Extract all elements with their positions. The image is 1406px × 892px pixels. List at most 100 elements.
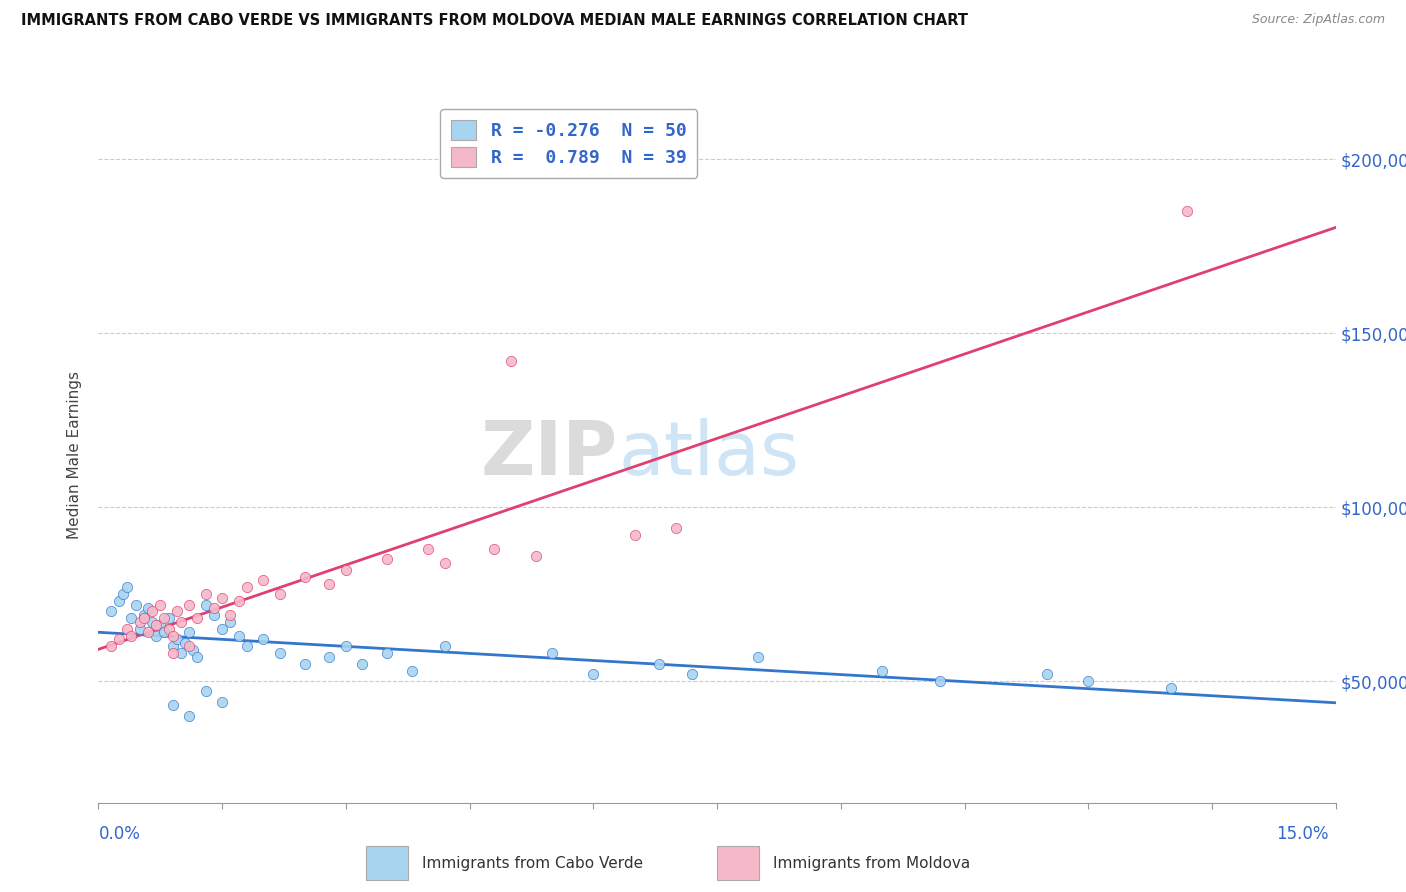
Point (219, 607, 242, 622)
Point (157, 611, 180, 625)
Point (401, 664, 423, 678)
Point (352, 657, 374, 671)
Bar (717, 846, 759, 880)
Point (484, 541, 506, 556)
Point (294, 570, 316, 584)
Point (375, 646, 398, 660)
Point (623, 528, 645, 542)
Point (128, 622, 150, 636)
Text: Immigrants from Cabo Verde: Immigrants from Cabo Verde (422, 855, 643, 871)
Point (179, 625, 201, 640)
Text: atlas: atlas (619, 418, 799, 491)
Point (252, 573, 274, 587)
Point (170, 615, 193, 629)
Point (179, 639, 201, 653)
Point (181, 642, 204, 657)
Point (1175, 204, 1198, 219)
Point (335, 563, 357, 577)
Point (117, 580, 139, 594)
Point (149, 618, 172, 632)
Text: Source: ZipAtlas.com: Source: ZipAtlas.com (1251, 13, 1385, 27)
Point (186, 649, 208, 664)
Point (145, 618, 167, 632)
Point (145, 629, 167, 643)
Point (418, 541, 440, 556)
Point (162, 646, 184, 660)
Point (166, 605, 188, 619)
Point (179, 598, 201, 612)
Point (211, 695, 233, 709)
Point (124, 598, 146, 612)
Point (132, 611, 155, 625)
Point (269, 646, 291, 660)
Point (128, 615, 150, 629)
Point (648, 657, 671, 671)
Point (524, 549, 547, 563)
Point (108, 594, 131, 608)
Text: ZIP: ZIP (481, 418, 619, 491)
Point (236, 639, 259, 653)
Legend: R = -0.276  N = 50, R =  0.789  N = 39: R = -0.276 N = 50, R = 0.789 N = 39 (440, 109, 697, 178)
Point (100, 605, 122, 619)
Point (375, 552, 398, 566)
Point (166, 632, 188, 647)
Point (149, 598, 172, 612)
Text: Immigrants from Moldova: Immigrants from Moldova (773, 855, 970, 871)
Point (433, 556, 456, 570)
Point (120, 611, 142, 625)
Point (202, 601, 225, 615)
Point (136, 625, 159, 640)
Text: 15.0%: 15.0% (1277, 825, 1329, 843)
Point (186, 611, 208, 625)
Point (162, 698, 184, 713)
Point (1160, 681, 1182, 695)
Point (112, 587, 135, 601)
Point (582, 667, 605, 681)
Point (318, 576, 340, 591)
Point (153, 625, 176, 640)
Point (228, 629, 250, 643)
Point (153, 611, 176, 625)
Point (202, 607, 225, 622)
Point (541, 646, 564, 660)
Text: IMMIGRANTS FROM CABO VERDE VS IMMIGRANTS FROM MOLDOVA MEDIAN MALE EARNINGS CORRE: IMMIGRANTS FROM CABO VERDE VS IMMIGRANTS… (21, 13, 969, 29)
Point (747, 649, 769, 664)
Y-axis label: Median Male Earnings: Median Male Earnings (67, 371, 83, 539)
Point (228, 594, 250, 608)
Point (1077, 674, 1099, 689)
Point (194, 587, 217, 601)
Point (294, 657, 316, 671)
Point (174, 636, 197, 650)
Point (132, 607, 155, 622)
Point (236, 580, 259, 594)
Point (211, 591, 233, 605)
Point (499, 354, 522, 368)
Point (433, 639, 456, 653)
Point (269, 587, 291, 601)
Point (162, 629, 184, 643)
Point (252, 632, 274, 647)
Point (157, 622, 180, 636)
Point (194, 598, 217, 612)
Point (179, 708, 201, 723)
Point (870, 664, 893, 678)
Bar (366, 846, 408, 880)
Point (100, 639, 122, 653)
Point (681, 667, 703, 681)
Point (170, 646, 193, 660)
Point (318, 649, 340, 664)
Text: 0.0%: 0.0% (98, 825, 141, 843)
Point (162, 639, 184, 653)
Point (141, 615, 163, 629)
Point (108, 632, 131, 647)
Point (219, 615, 242, 629)
Point (928, 674, 950, 689)
Point (665, 521, 688, 535)
Point (194, 684, 217, 698)
Point (335, 639, 357, 653)
Point (136, 601, 159, 615)
Point (211, 622, 233, 636)
Point (1036, 667, 1059, 681)
Point (141, 605, 163, 619)
Point (120, 629, 142, 643)
